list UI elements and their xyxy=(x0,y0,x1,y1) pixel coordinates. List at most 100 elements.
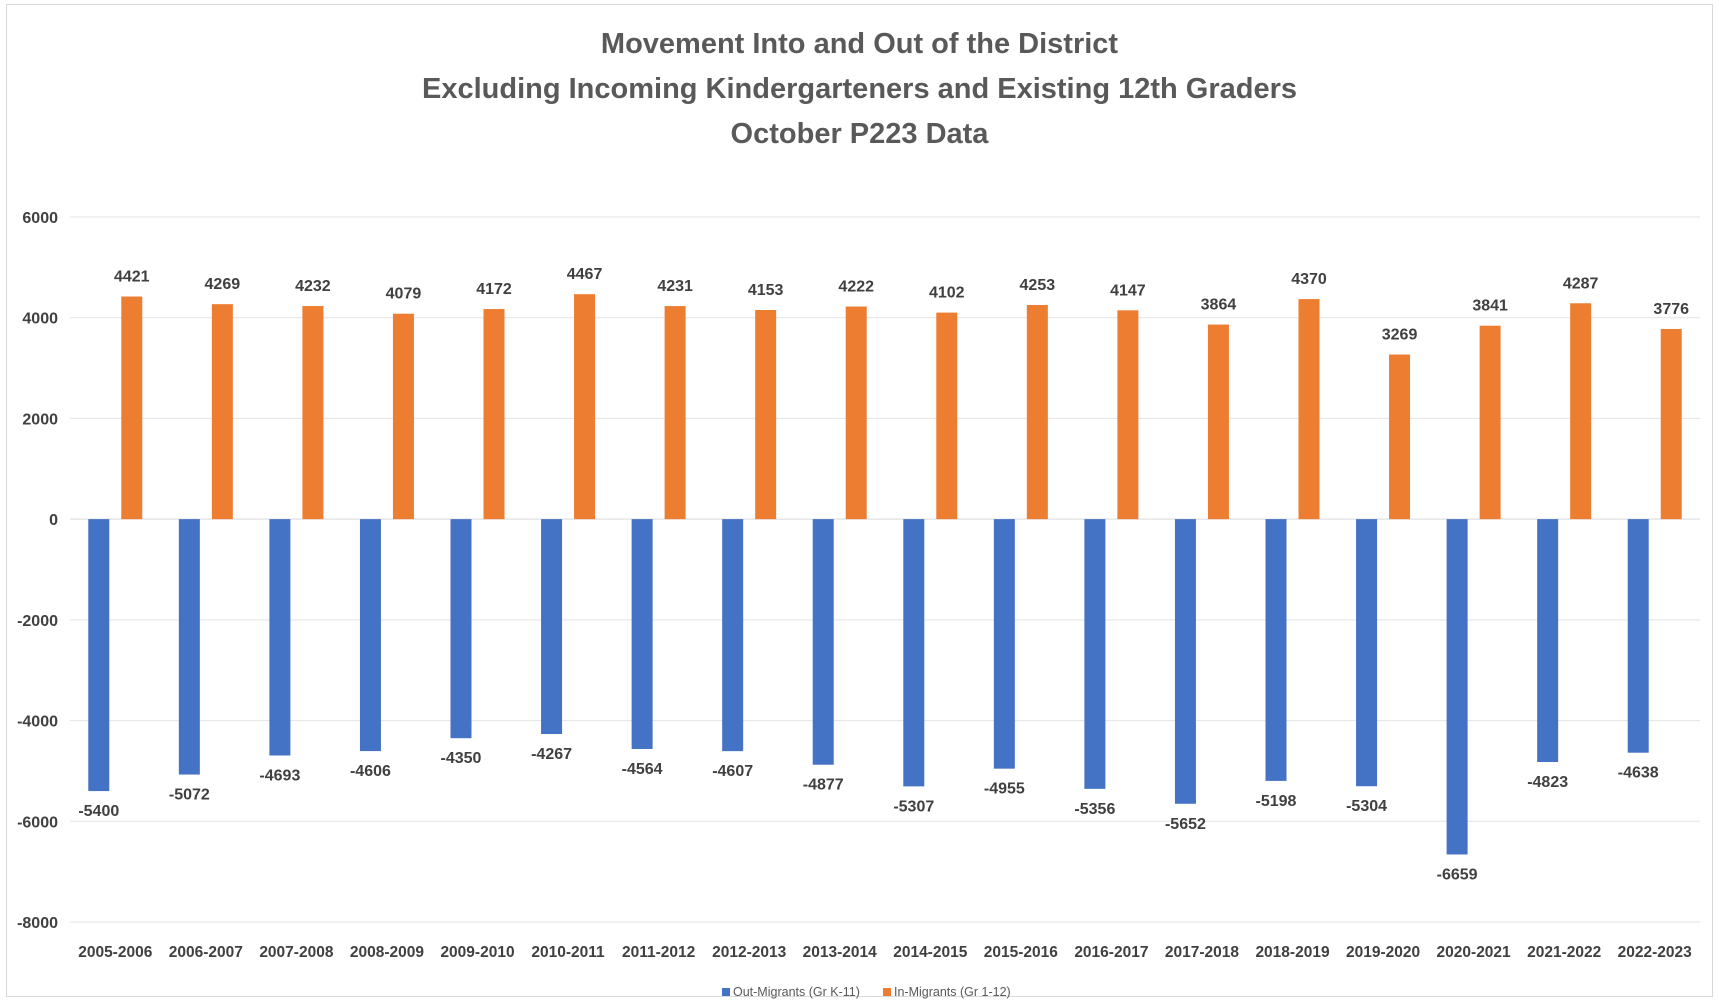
y-axis-ticks: 6000 4000 2000 0 -2000 -4000 -6000 -8000 xyxy=(17,210,58,932)
data-label-in-migrants: 3269 xyxy=(1382,327,1418,344)
data-label-out-migrants: -5356 xyxy=(1074,801,1115,818)
x-tick-label: 2013-2014 xyxy=(803,944,878,961)
x-tick-label: 2022-2023 xyxy=(1618,944,1693,961)
data-label-out-migrants: -4267 xyxy=(531,746,572,763)
bar-in-migrants xyxy=(1117,310,1139,520)
x-tick-label: 2014-2015 xyxy=(893,944,968,961)
y-tick-label: -8000 xyxy=(17,915,58,932)
data-label-out-migrants: -5652 xyxy=(1165,816,1206,833)
x-tick-label: 2009-2010 xyxy=(440,944,514,961)
x-tick-label: 2010-2011 xyxy=(531,944,605,961)
x-tick-label: 2018-2019 xyxy=(1255,944,1330,961)
data-label-out-migrants: -4877 xyxy=(803,777,844,794)
data-label-out-migrants: -4955 xyxy=(984,781,1025,798)
bar-in-migrants xyxy=(483,309,505,520)
bar-in-migrants xyxy=(755,310,777,520)
bar-out-migrants xyxy=(993,519,1015,769)
y-tick-label: -4000 xyxy=(17,714,58,731)
bar-out-migrants xyxy=(722,519,744,752)
bar-in-migrants xyxy=(302,306,324,520)
bar-in-migrants xyxy=(936,312,958,520)
bar-out-migrants xyxy=(631,519,653,749)
bar-out-migrants xyxy=(1537,519,1559,763)
x-tick-label: 2020-2021 xyxy=(1437,944,1512,961)
bar-in-migrants xyxy=(574,294,596,520)
bar-out-migrants xyxy=(88,519,110,792)
legend-label: In-Migrants (Gr 1-12) xyxy=(894,985,1011,999)
data-label-out-migrants: -4564 xyxy=(622,761,663,778)
bar-out-migrants xyxy=(903,519,925,787)
bar-in-migrants xyxy=(121,296,143,520)
data-label-out-migrants: -4693 xyxy=(259,767,300,784)
x-tick-label: 2005-2006 xyxy=(78,944,153,961)
y-tick-label: 2000 xyxy=(22,411,58,428)
legend-swatch xyxy=(883,988,891,996)
data-label-out-migrants: -5072 xyxy=(169,787,210,804)
data-labels: -5400 4421 -5072 4269 -4693 4232 -4606 4079 -435… xyxy=(78,266,1689,883)
chart-subtitle-2: October P223 Data xyxy=(730,118,989,150)
bar-out-migrants xyxy=(178,519,200,775)
data-label-in-migrants: 4421 xyxy=(114,269,150,286)
data-label-in-migrants: 4222 xyxy=(838,279,874,296)
legend-label: Out-Migrants (Gr K-11) xyxy=(733,985,860,999)
data-label-in-migrants: 3841 xyxy=(1472,298,1508,315)
legend-swatch xyxy=(722,988,730,996)
bar-out-migrants xyxy=(269,519,291,756)
bar-in-migrants xyxy=(1570,303,1592,520)
data-label-in-migrants: 4370 xyxy=(1291,271,1327,288)
bar-out-migrants xyxy=(1084,519,1106,789)
bars xyxy=(88,294,1682,855)
x-axis-ticks: 2005-2006 2006-2007 2007-2008 2008-2009 2009… xyxy=(78,944,1692,961)
x-tick-label: 2015-2016 xyxy=(984,944,1059,961)
x-tick-label: 2017-2018 xyxy=(1165,944,1240,961)
bar-in-migrants xyxy=(1389,354,1411,520)
y-tick-label: 6000 xyxy=(22,210,58,227)
data-label-out-migrants: -5307 xyxy=(893,798,934,815)
legend: Out-Migrants (Gr K-11) In-Migrants (Gr 1-… xyxy=(722,985,1011,999)
bar-in-migrants xyxy=(664,306,686,520)
gridlines xyxy=(70,216,1700,923)
data-label-out-migrants: -4607 xyxy=(712,763,753,780)
bar-out-migrants xyxy=(1265,519,1287,781)
data-label-in-migrants: 4231 xyxy=(657,278,693,295)
y-tick-label: 4000 xyxy=(22,311,58,328)
data-label-out-migrants: -4606 xyxy=(350,763,391,780)
bar-out-migrants xyxy=(450,519,472,739)
data-label-out-migrants: -4350 xyxy=(441,750,482,767)
bar-in-migrants xyxy=(1207,324,1229,520)
x-tick-label: 2008-2009 xyxy=(350,944,425,961)
x-tick-label: 2012-2013 xyxy=(712,944,787,961)
chart-frame xyxy=(6,4,1713,997)
data-label-out-migrants: -4823 xyxy=(1527,774,1568,791)
data-label-in-migrants: 4467 xyxy=(567,266,603,283)
data-label-in-migrants: 4253 xyxy=(1020,277,1056,294)
data-label-in-migrants: 4102 xyxy=(929,285,965,302)
y-tick-label: -2000 xyxy=(17,613,58,630)
x-tick-label: 2007-2008 xyxy=(259,944,334,961)
bar-in-migrants xyxy=(1026,304,1048,520)
data-label-in-migrants: 4269 xyxy=(205,276,241,293)
bar-out-migrants xyxy=(1356,519,1378,787)
x-tick-label: 2016-2017 xyxy=(1074,944,1148,961)
data-label-out-migrants: -4638 xyxy=(1618,765,1659,782)
bar-in-migrants xyxy=(1479,325,1501,520)
x-tick-label: 2021-2022 xyxy=(1527,944,1601,961)
data-label-in-migrants: 4153 xyxy=(748,282,784,299)
data-label-in-migrants: 4172 xyxy=(476,281,512,298)
bar-out-migrants xyxy=(1174,519,1196,804)
bar-out-migrants xyxy=(541,519,563,735)
data-label-in-migrants: 4287 xyxy=(1563,275,1599,292)
data-label-in-migrants: 4147 xyxy=(1110,282,1146,299)
data-label-out-migrants: -6659 xyxy=(1437,866,1478,883)
data-label-in-migrants: 3864 xyxy=(1201,297,1237,314)
x-tick-label: 2019-2020 xyxy=(1346,944,1420,961)
y-tick-label: 0 xyxy=(49,512,58,529)
data-label-out-migrants: -5400 xyxy=(78,803,119,820)
bar-in-migrants xyxy=(845,306,867,520)
data-label-out-migrants: -5304 xyxy=(1346,798,1387,815)
data-label-in-migrants: 4079 xyxy=(386,286,422,303)
chart-subtitle: Excluding Incoming Kindergarteners and E… xyxy=(421,73,1298,105)
bar-in-migrants xyxy=(392,313,414,520)
y-tick-label: -6000 xyxy=(17,814,58,831)
